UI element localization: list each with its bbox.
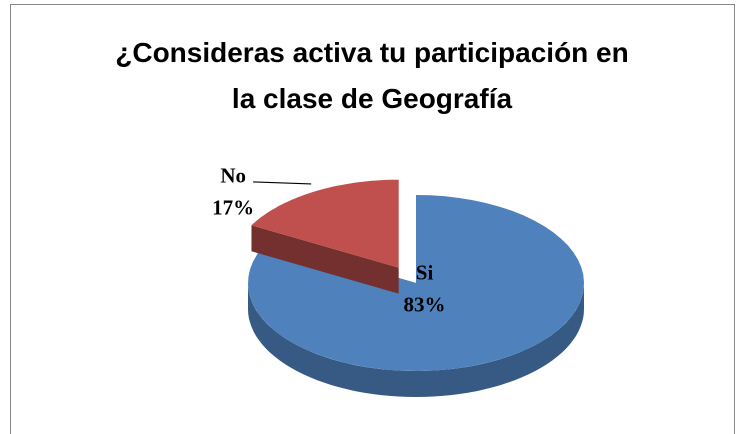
data-label-value: 83% xyxy=(404,292,446,316)
data-label-value: 17% xyxy=(212,196,254,220)
chart-border xyxy=(10,4,735,434)
data-label-category: No xyxy=(220,164,246,188)
data-label-category: Si xyxy=(416,260,434,284)
chart-title: ¿Consideras activa tu participación en l… xyxy=(115,37,629,114)
leader-line xyxy=(253,181,312,185)
slice-side xyxy=(248,283,584,397)
slice xyxy=(251,179,399,268)
slice-side xyxy=(251,225,399,294)
slice xyxy=(248,195,584,371)
